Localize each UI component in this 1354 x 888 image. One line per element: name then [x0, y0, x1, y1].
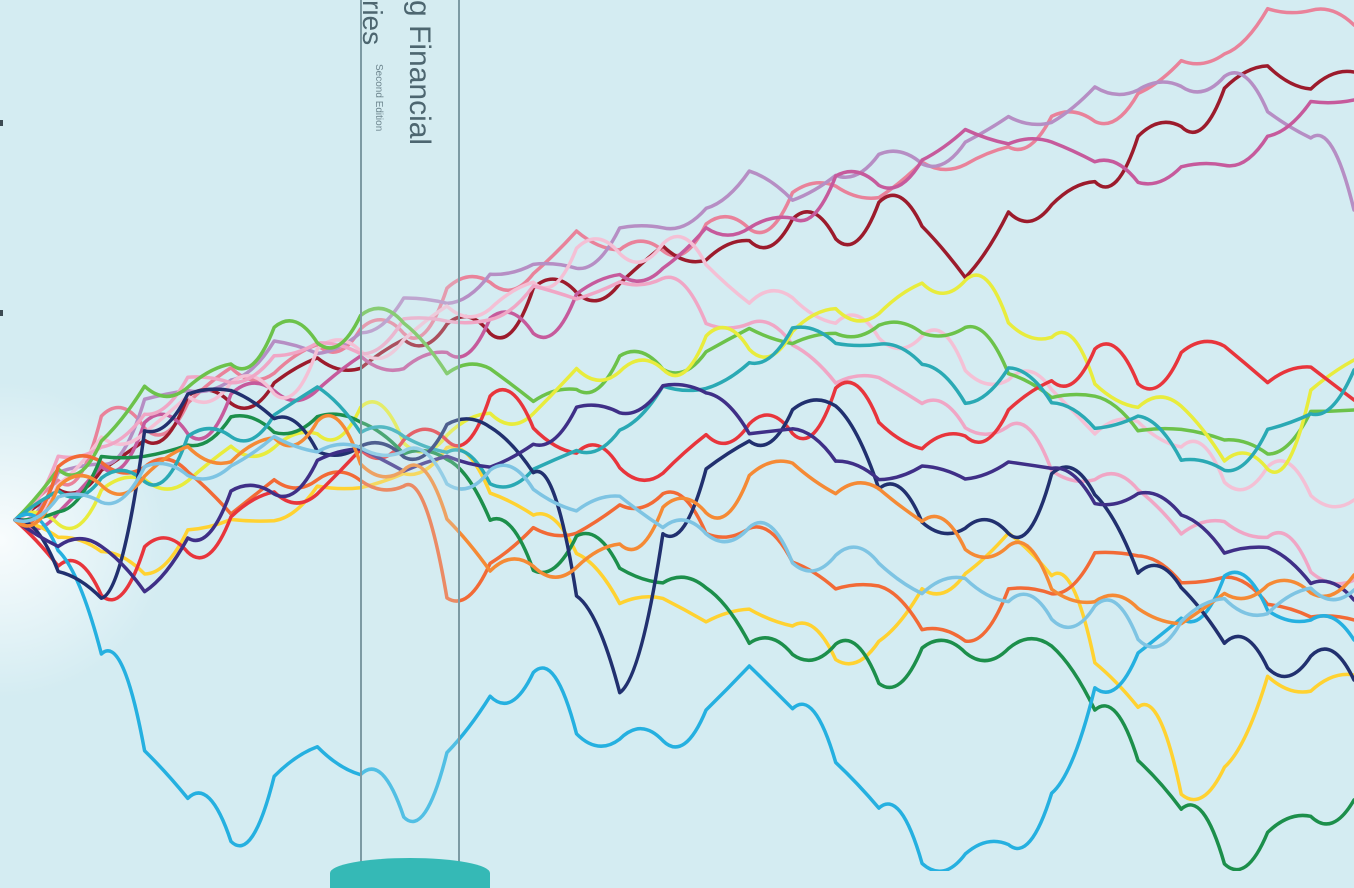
walk-path: [13, 512, 1354, 871]
spine-strip: [360, 0, 460, 871]
walk-path: [13, 71, 1354, 523]
random-walk-paths: [13, 6, 1354, 871]
walk-path: [13, 339, 1354, 602]
walk-path: [13, 98, 1354, 531]
spine-edition-text: Second Edition: [370, 64, 388, 184]
walk-path: [13, 445, 1354, 802]
spine-subtitle-fragment: ries: [360, 0, 388, 46]
left-edge-mark: [0, 310, 3, 316]
walk-path: [13, 6, 1354, 522]
walk-path: [13, 454, 1354, 643]
walk-path: [13, 275, 1354, 586]
walk-path: [13, 306, 1354, 522]
walk-path: [13, 412, 1354, 871]
walk-path: [13, 434, 1354, 649]
walk-path: [13, 414, 1354, 626]
spine-subtitle-text: ries: [360, 0, 390, 60]
walk-path: [13, 387, 1354, 695]
walk-path: [13, 382, 1354, 602]
spine-foot-shape: [330, 858, 490, 888]
spine-title-text: g Financial: [396, 0, 456, 190]
walk-path: [13, 325, 1354, 522]
spine-title-fragment: g Financial: [403, 0, 436, 146]
spine-edition-fragment: Second Edition: [373, 64, 384, 132]
left-edge-mark: [0, 120, 3, 126]
walk-path: [13, 273, 1354, 531]
